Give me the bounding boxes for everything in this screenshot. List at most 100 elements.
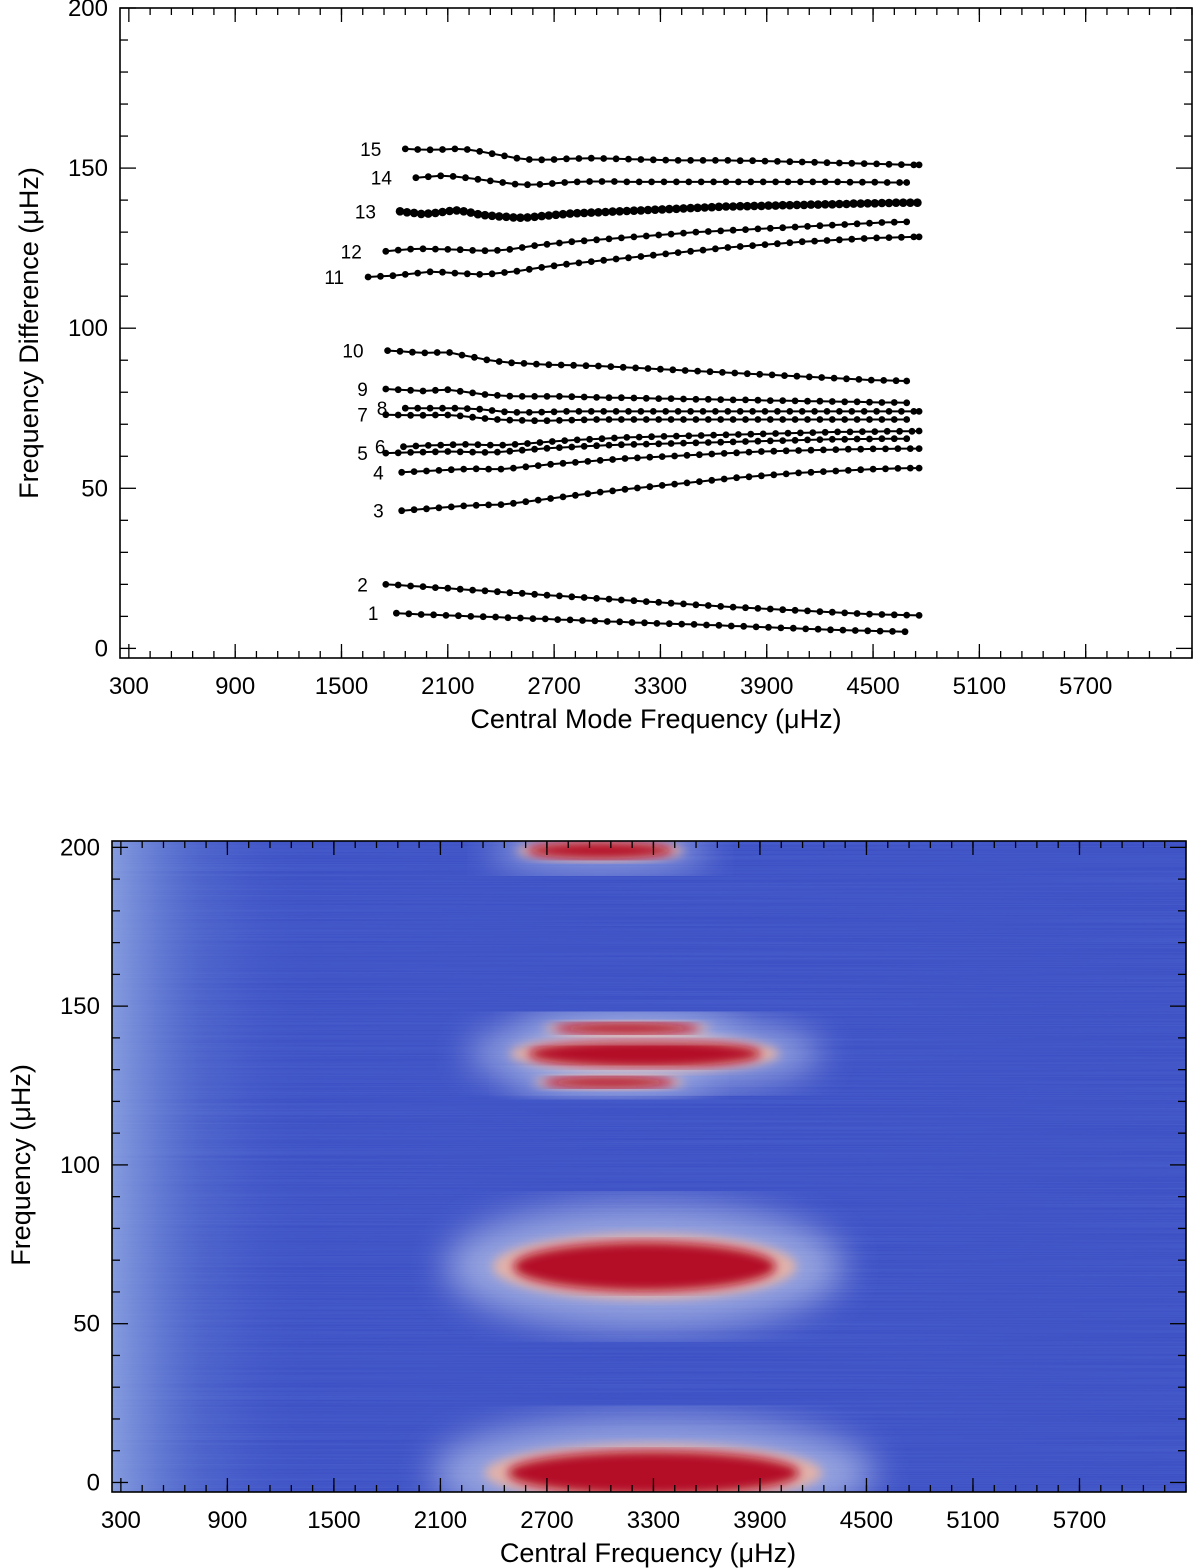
series-8-point: [587, 408, 595, 415]
series-10-point: [582, 362, 590, 370]
series-15-point: [439, 146, 446, 153]
series-15-point: [451, 145, 459, 153]
series-10-point: [867, 376, 875, 384]
series-11-point: [501, 269, 508, 276]
series-11-point: [915, 233, 923, 241]
series-9-point: [407, 386, 414, 394]
series-4-point: [423, 467, 430, 475]
series-8-point: [687, 408, 694, 415]
series-3-point: [807, 468, 815, 476]
series-4-point: [447, 466, 455, 474]
series-9-point: [568, 393, 576, 401]
series-5-point: [642, 440, 650, 448]
series-4-point: [572, 459, 579, 466]
series-3-point: [782, 470, 790, 478]
series-13-point: [551, 210, 561, 220]
top-plot-frame: [119, 7, 1193, 659]
series-label-15: 15: [360, 140, 381, 161]
series-13-point: [898, 198, 908, 207]
series-14-point: [424, 173, 432, 181]
series-15-point: [712, 157, 719, 164]
series-8-point: [600, 408, 608, 415]
series-6-point: [871, 428, 879, 435]
series-7-point: [605, 416, 613, 423]
series-7-point: [853, 416, 861, 423]
series-14-point: [499, 179, 507, 186]
y-tick-label: 100: [68, 315, 108, 342]
bottom-axes-group: 300 900 1500 2100 2700 3300 3900 4500 5100 5700 0 5…: [60, 834, 1187, 1534]
series-3-point: [915, 464, 923, 472]
series-6-point: [846, 428, 854, 436]
series-13-point: [409, 208, 419, 218]
series-15-point: [774, 158, 781, 165]
series-4-point: [782, 447, 790, 455]
series-8-point: [774, 408, 781, 415]
series-14-point: [524, 181, 531, 189]
series-5-point: [692, 439, 700, 447]
series-4-point: [733, 449, 740, 457]
series-12-point: [853, 220, 861, 228]
series-7-point: [444, 411, 452, 419]
series-14-point: [784, 178, 792, 186]
series-8-point: [662, 408, 670, 415]
bottom-plot-frame: [111, 840, 1187, 1493]
series-13-point: [743, 201, 752, 211]
series-13-point: [863, 199, 872, 208]
series-13-point: [544, 211, 554, 220]
series-13-point: [395, 207, 405, 216]
series-2-point: [593, 595, 600, 602]
series-11-point: [687, 247, 694, 255]
series-11-point: [836, 236, 843, 244]
series-15-point: [798, 158, 806, 166]
series-13-point: [906, 198, 915, 207]
series-4-point: [857, 445, 865, 453]
series-1-point: [430, 611, 437, 619]
series-15-point: [860, 160, 868, 168]
series-11-point: [662, 250, 670, 258]
series-14-point: [536, 181, 544, 188]
series-9-point: [432, 386, 439, 394]
series-15-point: [786, 158, 794, 166]
series-5-point: [828, 435, 836, 443]
series-13-point: [686, 203, 695, 213]
series-13-point: [891, 198, 901, 207]
series-3-point: [522, 498, 530, 506]
series-15-point: [401, 145, 409, 153]
series-4-point: [460, 465, 468, 473]
series-13-point: [438, 207, 447, 217]
series-8-point: [439, 404, 446, 412]
series-4-point: [547, 460, 554, 468]
series-3-point: [410, 506, 418, 514]
series-label-8: 8: [377, 399, 388, 420]
series-12-point: [667, 230, 675, 238]
series-13-point: [707, 202, 717, 212]
x-tick-label: 5700: [1053, 1507, 1106, 1534]
series-4-point: [894, 445, 902, 452]
series-15-point: [414, 146, 422, 153]
y-tick-label: 100: [60, 1152, 100, 1179]
series-13-point: [700, 203, 709, 212]
series-7-point: [506, 416, 514, 424]
series-14-point: [648, 178, 655, 186]
series-7-point: [903, 416, 911, 423]
series-2-point: [568, 593, 576, 601]
series-14-point: [722, 178, 730, 186]
series-15-point: [538, 156, 546, 164]
series-10-point: [694, 367, 701, 375]
series-11-point: [898, 233, 905, 241]
series-5-point: [407, 449, 414, 456]
series-14-point: [735, 178, 742, 186]
series-7-point: [729, 416, 737, 423]
series-7-point: [667, 416, 675, 423]
series-12-point: [444, 246, 452, 253]
series-12-point: [580, 237, 588, 245]
series-4-point: [410, 468, 418, 475]
series-10-point: [903, 377, 911, 385]
series-12-point: [680, 229, 687, 237]
series-6-point: [759, 430, 767, 438]
series-11-point: [823, 237, 831, 244]
series-12-point: [543, 240, 551, 248]
series-3-point: [658, 482, 666, 489]
series-1-point: [554, 616, 562, 623]
